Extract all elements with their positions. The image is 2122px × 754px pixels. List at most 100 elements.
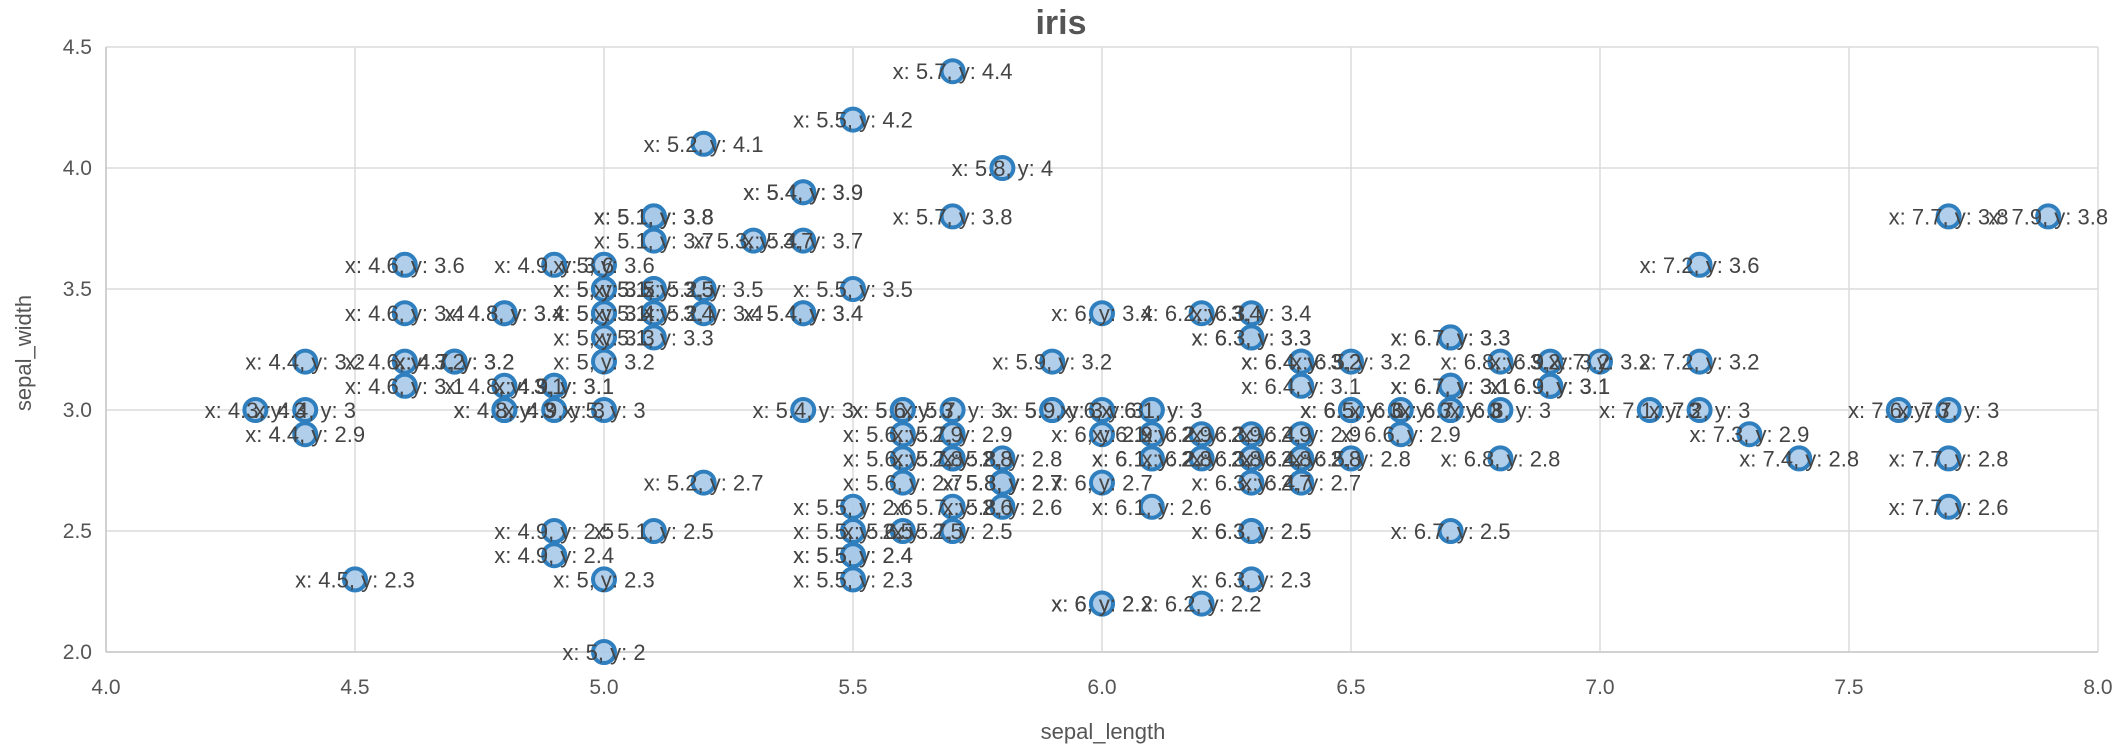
data-point[interactable] [1487,348,1514,375]
data-point[interactable] [640,276,667,302]
data-point[interactable] [1437,518,1464,544]
data-point[interactable] [491,372,518,399]
data-point[interactable] [989,445,1016,472]
data-point[interactable] [790,179,817,206]
data-point[interactable] [1089,469,1115,496]
data-point[interactable] [1338,445,1364,472]
data-point[interactable] [690,469,717,496]
data-point[interactable] [939,493,966,520]
data-point[interactable] [939,397,966,423]
data-point[interactable] [1885,397,1912,423]
data-point[interactable] [491,300,518,327]
data-point[interactable] [889,445,916,472]
data-point[interactable] [491,397,518,423]
data-point[interactable] [1138,421,1165,448]
data-point[interactable] [541,542,568,569]
data-point[interactable] [690,130,717,157]
data-point[interactable] [840,106,866,133]
data-point[interactable] [840,518,866,544]
data-point[interactable] [1686,397,1713,423]
data-point[interactable] [1188,590,1215,617]
data-point[interactable] [1089,590,1115,617]
data-point[interactable] [1288,348,1315,375]
data-point[interactable] [1736,421,1763,448]
data-point[interactable] [1686,251,1713,278]
data-point[interactable] [1188,445,1215,472]
data-point[interactable] [1487,445,1514,472]
data-point[interactable] [1786,445,1813,472]
data-point[interactable] [840,542,866,569]
data-point[interactable] [591,348,617,375]
data-point[interactable] [939,518,966,544]
data-point[interactable] [1089,421,1115,448]
data-point[interactable] [640,203,667,230]
data-point[interactable] [1039,348,1066,375]
data-point[interactable] [591,251,617,278]
data-point[interactable] [1487,397,1514,423]
data-point[interactable] [1387,397,1414,423]
data-point[interactable] [790,397,817,423]
data-point[interactable] [1238,324,1265,351]
data-point[interactable] [1935,445,1962,472]
data-point[interactable] [242,397,269,423]
data-point[interactable] [889,469,916,496]
data-point[interactable] [391,300,418,327]
data-point[interactable] [591,639,617,665]
data-point[interactable] [391,348,418,375]
data-point[interactable] [1437,397,1464,423]
data-point[interactable] [989,469,1016,496]
data-point[interactable] [1288,469,1315,496]
data-point[interactable] [1636,397,1663,423]
data-point[interactable] [640,324,667,351]
data-point[interactable] [1039,397,1066,423]
data-point[interactable] [591,566,617,593]
data-point[interactable] [1089,397,1115,423]
data-point[interactable] [1935,397,1962,423]
data-point[interactable] [1089,300,1115,327]
data-point[interactable] [889,397,916,423]
data-point[interactable] [391,251,418,278]
data-point[interactable] [690,276,717,302]
data-point[interactable] [1138,445,1165,472]
data-point[interactable] [591,324,617,351]
data-point[interactable] [1288,372,1315,399]
data-point[interactable] [690,300,717,327]
data-point[interactable] [640,518,667,544]
data-point[interactable] [1935,493,1962,520]
data-point[interactable] [1288,445,1315,472]
data-point[interactable] [1238,566,1265,593]
data-point[interactable] [292,421,319,448]
data-point[interactable] [541,518,568,544]
data-point[interactable] [840,493,866,520]
data-point[interactable] [591,276,617,302]
data-point[interactable] [391,372,418,399]
data-point[interactable] [1686,348,1713,375]
data-point[interactable] [1587,348,1613,375]
data-point[interactable] [1188,300,1215,327]
data-point[interactable] [1238,445,1265,472]
data-point[interactable] [790,300,817,327]
data-point[interactable] [1437,372,1464,399]
data-point[interactable] [591,397,617,423]
data-point[interactable] [790,227,817,254]
data-point[interactable] [1288,421,1315,448]
data-point[interactable] [1238,300,1265,327]
data-point[interactable] [1537,372,1564,399]
data-point[interactable] [740,227,767,254]
data-point[interactable] [640,227,667,254]
data-point[interactable] [989,493,1016,520]
data-point[interactable] [2035,203,2062,230]
data-point[interactable] [939,58,966,85]
data-point[interactable] [1338,348,1364,375]
data-point[interactable] [939,445,966,472]
data-point[interactable] [1138,397,1165,423]
data-point[interactable] [840,276,866,302]
data-point[interactable] [342,566,368,593]
data-point[interactable] [889,518,916,544]
data-point[interactable] [1238,518,1265,544]
data-point[interactable] [989,155,1016,181]
data-point[interactable] [840,566,866,593]
data-point[interactable] [1387,421,1414,448]
data-point[interactable] [541,372,568,399]
data-point[interactable] [1437,324,1464,351]
